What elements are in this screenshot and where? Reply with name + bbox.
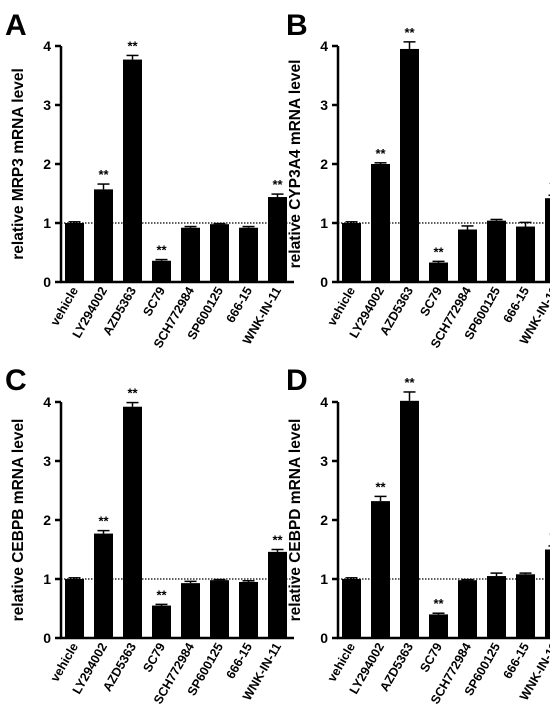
x-tick-label: 666-15 (224, 640, 256, 681)
y-tick-label: 1 (43, 571, 51, 587)
y-axis-label: relative CEBPD mRNA level (287, 419, 304, 622)
panel-letter: D (286, 364, 308, 397)
y-axis-label: relative CEBPB mRNA level (10, 419, 27, 622)
bar-vehicle (65, 579, 84, 638)
panel-letter: A (5, 9, 27, 42)
y-tick-label: 2 (320, 156, 328, 172)
y-tick-label: 1 (320, 215, 328, 231)
x-tick-label: SC79 (140, 640, 168, 674)
x-tick-label: SC79 (417, 640, 445, 674)
bar-azd5363 (400, 400, 419, 638)
x-tick-label: SC79 (140, 284, 168, 318)
significance-label: ** (98, 514, 109, 529)
bar-sp600125 (487, 220, 506, 282)
bar-sch772984 (181, 227, 200, 282)
y-tick-label: 0 (43, 630, 51, 646)
bar-vehicle (342, 223, 361, 282)
bar-666-15 (516, 574, 535, 638)
panel-letter: C (5, 364, 27, 397)
bar-666-15 (516, 226, 535, 282)
bar-wnk-in-11 (268, 197, 287, 282)
x-tick-label: 666-15 (501, 284, 533, 325)
y-tick-label: 3 (43, 97, 51, 113)
significance-label: ** (156, 587, 167, 602)
bar-666-15 (239, 227, 258, 282)
significance-label: ** (433, 244, 444, 259)
bar-vehicle (65, 223, 84, 282)
significance-label: ** (375, 479, 386, 494)
x-tick-label: SC79 (417, 284, 445, 318)
y-axis-label: relative CYP3A4 mRNA level (287, 60, 304, 269)
bar-ly294002 (371, 164, 390, 282)
y-tick-label: 4 (320, 394, 328, 410)
y-tick-label: 0 (43, 274, 51, 290)
significance-label: ** (433, 596, 444, 611)
y-tick-label: 1 (43, 215, 51, 231)
bar-sp600125 (210, 580, 229, 638)
bar-ly294002 (94, 533, 113, 638)
significance-label: ** (375, 146, 386, 161)
bar-ly294002 (371, 501, 390, 638)
y-tick-label: 3 (320, 97, 328, 113)
bar-azd5363 (400, 48, 419, 283)
bar-sc79 (429, 262, 448, 282)
bar-sp600125 (487, 576, 506, 638)
bar-vehicle (342, 579, 361, 638)
bar-wnk-in-11 (268, 551, 287, 638)
significance-label: ** (404, 375, 415, 390)
bar-wnk-in-11 (545, 549, 550, 638)
bar-666-15 (239, 581, 258, 638)
y-tick-label: 4 (43, 394, 51, 410)
panel-letter: B (286, 9, 308, 42)
bar-wnk-in-11 (545, 198, 550, 282)
significance-label: ** (272, 533, 283, 548)
significance-label: ** (127, 38, 138, 53)
bar-sc79 (152, 260, 171, 282)
x-tick-label: 666-15 (501, 640, 533, 681)
significance-label: ** (272, 177, 283, 192)
y-tick-label: 4 (43, 38, 51, 54)
y-tick-label: 3 (43, 453, 51, 469)
bar-sch772984 (458, 229, 477, 282)
y-tick-label: 1 (320, 571, 328, 587)
bar-sch772984 (458, 580, 477, 638)
significance-label: ** (404, 25, 415, 40)
significance-label: ** (98, 167, 109, 182)
bar-sch772984 (181, 583, 200, 638)
bar-azd5363 (123, 406, 142, 638)
y-tick-label: 3 (320, 453, 328, 469)
y-axis-label: relative MRP3 mRNA level (10, 68, 27, 260)
y-tick-label: 4 (320, 38, 328, 54)
bar-azd5363 (123, 59, 142, 282)
bar-sc79 (152, 605, 171, 638)
significance-label: ** (127, 386, 138, 401)
y-tick-label: 2 (43, 156, 51, 172)
x-tick-label: 666-15 (224, 284, 256, 325)
significance-label: ** (156, 243, 167, 258)
bar-sc79 (429, 614, 448, 638)
y-tick-label: 0 (320, 630, 328, 646)
bar-ly294002 (94, 189, 113, 282)
y-tick-label: 2 (43, 512, 51, 528)
y-tick-label: 0 (320, 274, 328, 290)
y-tick-label: 2 (320, 512, 328, 528)
bar-sp600125 (210, 224, 229, 282)
